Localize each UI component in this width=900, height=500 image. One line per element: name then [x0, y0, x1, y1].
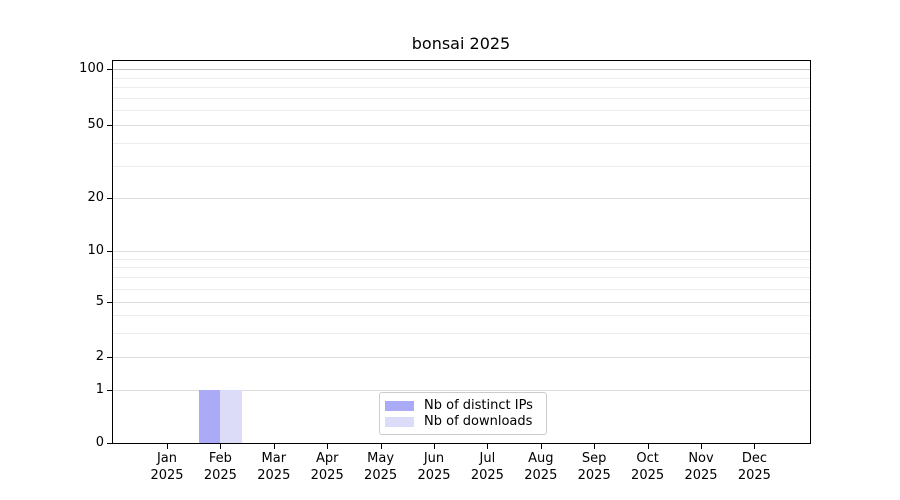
x-tick-mark-jul-2025 [487, 444, 489, 449]
y-tick-label-1: 1 [95, 382, 104, 397]
gridline-y-80 [112, 87, 810, 89]
x-tick-year: 2025 [310, 468, 344, 483]
y-tick-label-0: 0 [95, 435, 104, 450]
gridline-y-4 [112, 315, 810, 317]
gridline-y-7 [112, 277, 810, 279]
y-tick-label-100: 100 [79, 61, 104, 76]
gridline-y-100 [112, 69, 810, 70]
gridline-y-20 [112, 198, 810, 199]
x-tick-label-jan-2025: Jan 2025 [135, 450, 199, 484]
x-tick-label-nov-2025: Nov 2025 [669, 450, 733, 484]
axis-spine-right [810, 60, 811, 444]
x-tick-year: 2025 [417, 468, 451, 483]
x-tick-mark-aug-2025 [540, 444, 542, 449]
x-tick-label-apr-2025: Apr 2025 [295, 450, 359, 484]
gridline-y-5 [112, 302, 810, 303]
x-tick-month: Jan [156, 451, 178, 466]
x-tick-label-may-2025: May 2025 [349, 450, 413, 484]
x-tick-month: May [367, 451, 395, 466]
x-tick-mark-apr-2025 [327, 444, 329, 449]
legend-item-distinct-ips: Nb of distinct IPs [385, 398, 540, 413]
x-tick-mark-jan-2025 [167, 444, 168, 449]
y-tick-label-2: 2 [95, 349, 104, 364]
gridline-y-90 [112, 77, 810, 79]
x-tick-mark-may-2025 [380, 444, 382, 449]
x-tick-label-sep-2025: Sep 2025 [562, 450, 626, 484]
gridline-y-50 [112, 125, 810, 126]
gridline-y-9 [112, 258, 810, 260]
x-tick-year: 2025 [203, 468, 237, 483]
x-tick-year: 2025 [524, 468, 558, 483]
axis-spine-top [112, 60, 811, 61]
legend: Nb of distinct IPs Nb of downloads [379, 392, 547, 435]
gridline-y-70 [112, 97, 810, 99]
x-tick-year: 2025 [737, 468, 771, 483]
y-tick-mark-2 [107, 357, 112, 358]
x-tick-label-dec-2025: Dec 2025 [722, 450, 786, 484]
x-tick-label-oct-2025: Oct 2025 [616, 450, 680, 484]
y-tick-mark-0 [107, 443, 112, 444]
legend-label-distinct-ips: Nb of distinct IPs [424, 398, 533, 413]
x-tick-month: Sep [581, 451, 607, 466]
x-tick-mark-sep-2025 [594, 444, 596, 449]
x-tick-label-jul-2025: Jul 2025 [455, 450, 519, 484]
gridline-y-6 [112, 288, 810, 290]
x-tick-label-feb-2025: Feb 2025 [188, 450, 252, 484]
x-tick-month: Nov [688, 451, 714, 466]
x-tick-mark-dec-2025 [754, 444, 756, 449]
y-tick-mark-1 [107, 390, 112, 391]
x-tick-label-jun-2025: Jun 2025 [402, 450, 466, 484]
x-tick-label-mar-2025: Mar 2025 [242, 450, 306, 484]
y-tick-mark-5 [107, 302, 112, 303]
x-tick-month: Aug [528, 451, 554, 466]
plot-area [112, 60, 810, 443]
y-tick-mark-100 [107, 69, 112, 70]
legend-item-downloads: Nb of downloads [385, 414, 540, 429]
gridline-y-2 [112, 357, 810, 358]
x-tick-year: 2025 [364, 468, 398, 483]
gridline-y-60 [112, 110, 810, 112]
gridline-y-1 [112, 390, 810, 391]
legend-swatch-distinct-ips [385, 400, 414, 411]
x-tick-mark-feb-2025 [220, 444, 222, 449]
y-tick-label-5: 5 [95, 294, 104, 309]
x-tick-month: Feb [208, 451, 232, 466]
x-tick-mark-oct-2025 [647, 444, 649, 449]
x-tick-year: 2025 [684, 468, 718, 483]
x-tick-month: Dec [741, 451, 767, 466]
x-tick-month: Mar [261, 451, 287, 466]
x-tick-mark-jun-2025 [434, 444, 435, 449]
bar-nb-of-downloads-feb-2025 [220, 390, 242, 443]
x-tick-year: 2025 [257, 468, 291, 483]
gridline-y-30 [112, 165, 810, 167]
legend-swatch-downloads [385, 416, 414, 427]
y-tick-mark-10 [107, 251, 112, 252]
x-tick-year: 2025 [577, 468, 611, 483]
legend-label-downloads: Nb of downloads [424, 414, 533, 429]
gridline-y-40 [112, 142, 810, 144]
chart-title: bonsai 2025 [411, 34, 511, 53]
gridline-y-8 [112, 267, 810, 269]
x-tick-month: Oct [636, 451, 659, 466]
gridline-y-10 [112, 251, 810, 252]
y-tick-label-20: 20 [87, 190, 104, 205]
y-tick-mark-50 [107, 125, 112, 126]
y-tick-label-10: 10 [87, 243, 104, 258]
y-tick-mark-20 [107, 198, 112, 199]
axis-spine-left [112, 60, 113, 444]
gridline-y-3 [112, 332, 810, 334]
x-tick-year: 2025 [150, 468, 184, 483]
x-tick-month: Jun [423, 451, 445, 466]
x-tick-month: Apr [315, 451, 339, 466]
x-tick-mark-nov-2025 [701, 444, 702, 449]
bar-nb-of-distinct-ips-feb-2025 [198, 390, 221, 443]
y-tick-label-50: 50 [87, 117, 104, 132]
axis-spine-bottom [112, 443, 811, 444]
x-tick-year: 2025 [631, 468, 665, 483]
x-tick-label-aug-2025: Aug 2025 [509, 450, 573, 484]
x-tick-month: Jul [479, 451, 496, 466]
x-tick-mark-mar-2025 [273, 444, 275, 449]
x-tick-year: 2025 [470, 468, 504, 483]
